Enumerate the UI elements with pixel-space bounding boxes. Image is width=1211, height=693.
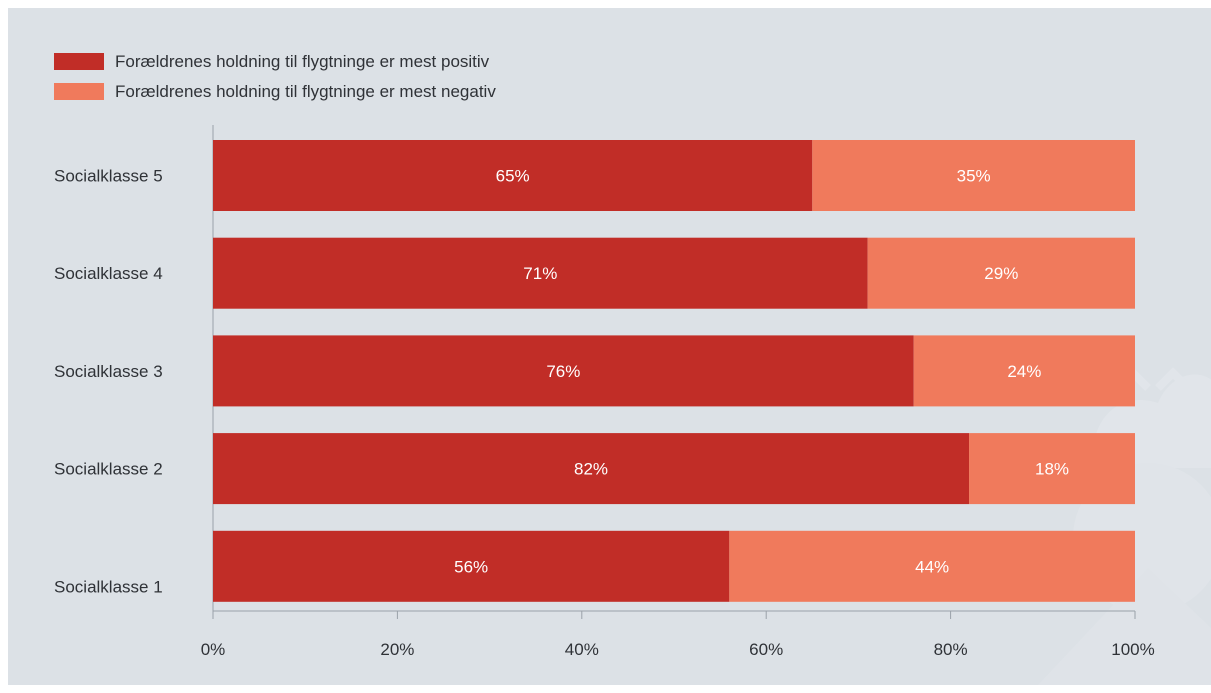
stacked-bar-chart: Forældrenes holdning til flygtninge er m… xyxy=(54,52,1211,685)
x-tick-label: 100% xyxy=(1111,640,1154,659)
category-labels: Socialklasse 5 Socialklasse 4 Socialklasse… xyxy=(54,167,163,597)
x-tick-label: 0% xyxy=(201,640,226,659)
bar-segment-2 xyxy=(913,335,1135,407)
legend-label-1: Forældrenes holdning til flygtninge er m… xyxy=(115,52,490,71)
legend: Forældrenes holdning til flygtninge er m… xyxy=(54,52,496,101)
data-label: 56% xyxy=(454,557,488,576)
bar-segment-2 xyxy=(969,433,1135,505)
data-label: 29% xyxy=(984,264,1018,283)
data-label: 65% xyxy=(496,167,530,186)
data-label: 44% xyxy=(915,557,949,576)
category-label: Socialklasse 5 xyxy=(54,167,163,186)
x-tick-label: 40% xyxy=(565,640,599,659)
category-label: Socialklasse 2 xyxy=(54,460,163,479)
data-label: 35% xyxy=(957,167,991,186)
bar-labels: 65% 35% 71% 29% 76% 24% 82% 18% 56% 44% xyxy=(454,167,1069,577)
crown-watermark-icon xyxy=(1038,367,1211,685)
bar-segment-2 xyxy=(729,530,1135,602)
legend-label-2: Forældrenes holdning til flygtninge er m… xyxy=(115,82,496,101)
bar-segment-2 xyxy=(867,237,1135,309)
data-label: 71% xyxy=(523,264,557,283)
data-label: 18% xyxy=(1035,460,1069,479)
bar-segment-1 xyxy=(213,335,914,407)
bar-segment-1 xyxy=(213,530,730,602)
data-label: 82% xyxy=(574,460,608,479)
category-label: Socialklasse 1 xyxy=(54,577,163,596)
data-label: 24% xyxy=(1007,362,1041,381)
bar-segment-2 xyxy=(812,140,1135,211)
chart-panel: Forældrenes holdning til flygtninge er m… xyxy=(8,8,1211,685)
x-tick-label: 20% xyxy=(380,640,414,659)
data-label: 76% xyxy=(546,362,580,381)
bar-segment-1 xyxy=(213,433,970,505)
bars xyxy=(213,140,1135,602)
bar-segment-1 xyxy=(213,237,868,309)
x-tick-label: 80% xyxy=(934,640,968,659)
legend-swatch-1 xyxy=(54,53,104,70)
x-tick-label: 60% xyxy=(749,640,783,659)
category-label: Socialklasse 4 xyxy=(54,264,163,283)
x-axis-ticks: 0% 20% 40% 60% 80% 100% xyxy=(201,611,1155,659)
bar-segment-1 xyxy=(213,140,813,211)
legend-swatch-2 xyxy=(54,83,104,100)
category-label: Socialklasse 3 xyxy=(54,362,163,381)
